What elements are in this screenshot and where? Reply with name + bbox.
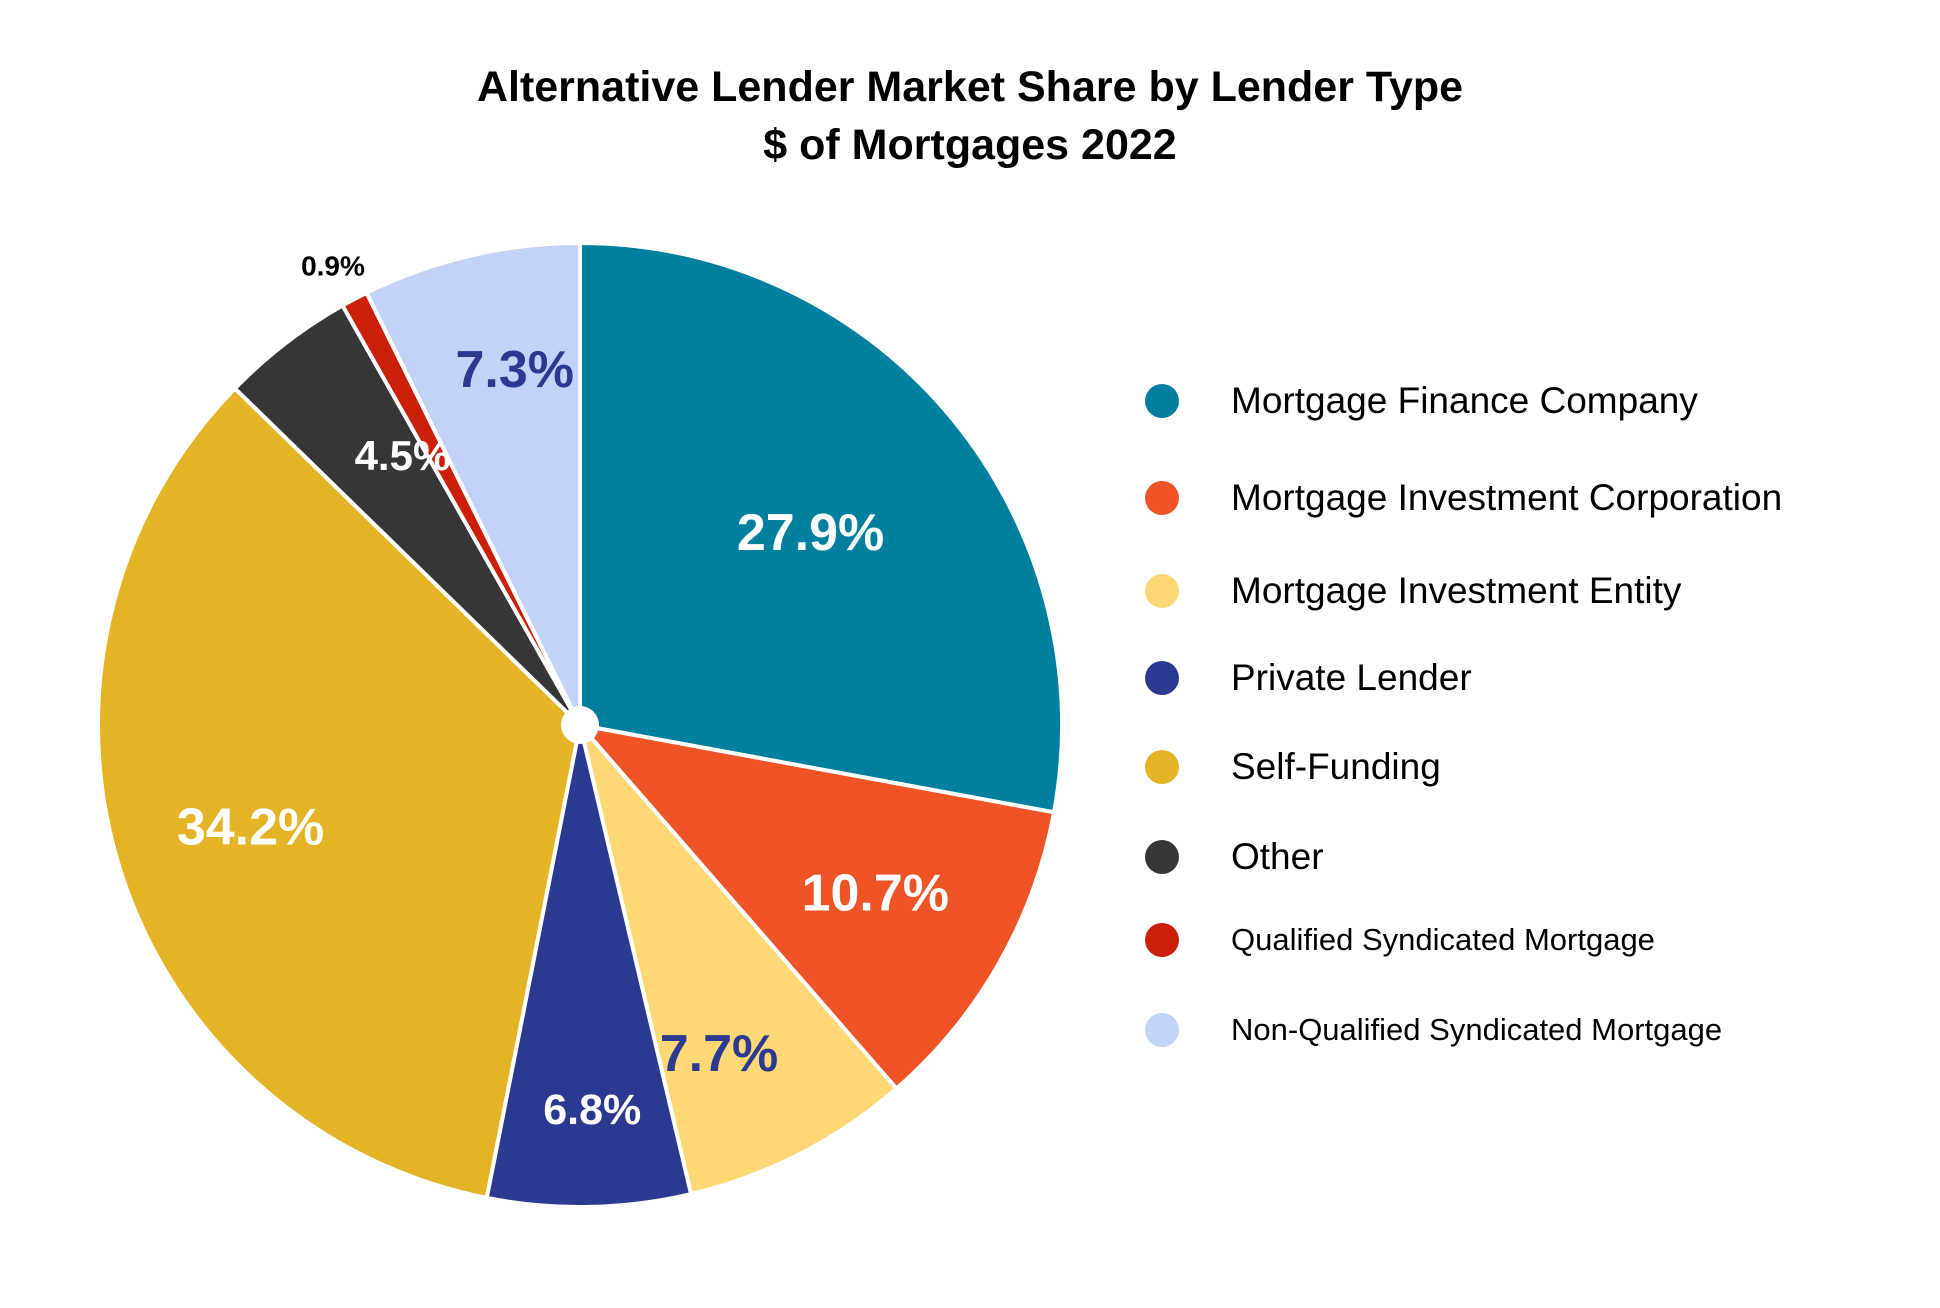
legend-marker-icon	[1145, 574, 1179, 608]
pie-slice-private-lender	[484, 723, 694, 1209]
legend-marker-icon	[1145, 840, 1179, 874]
legend-item-mortgage-investment-entity: Mortgage Investment Entity	[1145, 570, 1681, 612]
legend-marker-icon	[1145, 481, 1179, 515]
slice-label-non-qualified-syndicated-mortgage: 7.3%	[455, 341, 574, 399]
legend-label: Self-Funding	[1231, 746, 1441, 787]
slice-label-qualified-syndicated-mortgage: 0.9%	[301, 251, 365, 282]
pie-slice-non-qualified-syndicated-mortgage	[364, 241, 582, 727]
slice-label-mortgage-investment-corporation: 10.7%	[802, 864, 949, 922]
legend-marker-icon	[1145, 750, 1179, 784]
legend-label: Other	[1231, 836, 1324, 877]
legend-marker-icon	[1145, 384, 1179, 418]
legend-label: Qualified Syndicated Mortgage	[1231, 922, 1655, 957]
pie-slice-mortgage-investment-corporation	[578, 723, 1057, 1091]
legend-label: Private Lender	[1231, 657, 1472, 698]
legend-item-qualified-syndicated-mortgage: Qualified Syndicated Mortgage	[1145, 922, 1655, 958]
chart-title-line1: Alternative Lender Market Share by Lende…	[476, 63, 1464, 111]
pie-slice-labels: 27.9% 10.7% 7.7% 6.8% 34.2% 4.5% 0.9% 7.3%	[177, 251, 949, 1134]
legend-item-private-lender: Private Lender	[1145, 657, 1472, 699]
legend-marker-icon	[1145, 1013, 1179, 1047]
legend-item-mortgage-finance-company: Mortgage Finance Company	[1145, 380, 1698, 422]
legend-label: Mortgage Investment Entity	[1231, 570, 1682, 611]
legend-item-self-funding: Self-Funding	[1145, 746, 1441, 788]
pie-center-hole	[561, 706, 599, 744]
pie-slices	[96, 241, 1064, 1209]
legend-label: Mortgage Investment Corporation	[1231, 477, 1783, 518]
legend-item-other: Other	[1145, 836, 1324, 878]
pie-slice-mortgage-investment-entity	[578, 723, 899, 1197]
pie-slice-mortgage-finance-company	[578, 241, 1064, 815]
slice-label-mortgage-investment-entity: 7.7%	[660, 1025, 779, 1083]
chart-title: Alternative Lender Market Share by Lende…	[0, 58, 1940, 174]
slice-label-mortgage-finance-company: 27.9%	[737, 504, 884, 562]
legend-label: Mortgage Finance Company	[1231, 380, 1698, 421]
slice-label-private-lender: 6.8%	[543, 1086, 641, 1134]
slice-label-other: 4.5%	[355, 432, 451, 479]
legend-marker-icon	[1145, 923, 1179, 957]
legend-item-mortgage-investment-corporation: Mortgage Investment Corporation	[1145, 477, 1782, 519]
pie-slice-self-funding	[96, 386, 582, 1200]
slice-label-self-funding: 34.2%	[177, 798, 324, 856]
legend-item-non-qualified-syndicated-mortgage: Non-Qualified Syndicated Mortgage	[1145, 1012, 1722, 1048]
legend-marker-icon	[1145, 661, 1179, 695]
legend-label: Non-Qualified Syndicated Mortgage	[1231, 1012, 1723, 1047]
chart-title-line2: $ of Mortgages 2022	[763, 121, 1177, 169]
